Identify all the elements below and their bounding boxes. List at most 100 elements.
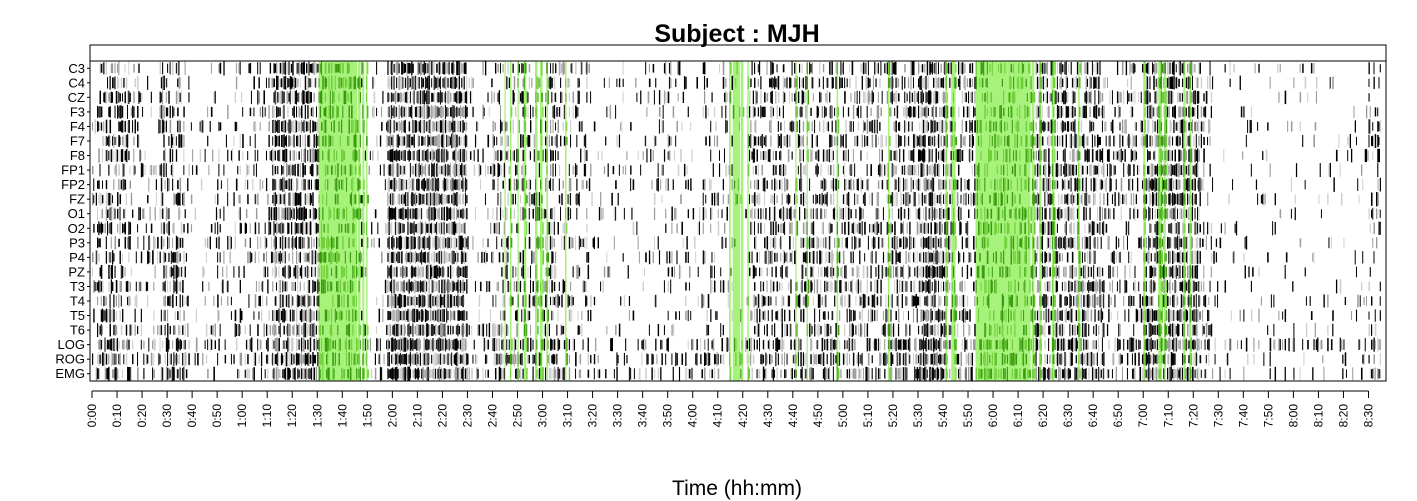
activity-mark [1144, 164, 1146, 176]
activity-mark [1026, 135, 1028, 147]
activity-mark [317, 179, 319, 190]
activity-mark [1172, 91, 1174, 104]
activity-mark [929, 61, 931, 75]
activity-mark [1182, 107, 1184, 117]
activity-mark [464, 134, 467, 148]
activity-mark [451, 62, 453, 74]
activity-mark [269, 222, 272, 235]
activity-mark [1126, 235, 1128, 250]
activity-mark [1180, 208, 1183, 220]
activity-mark [1151, 163, 1154, 177]
activity-mark [671, 206, 673, 221]
activity-mark [1158, 238, 1160, 247]
activity-mark [204, 238, 207, 248]
activity-mark [961, 135, 963, 147]
activity-mark [105, 180, 108, 190]
activity-mark [1141, 180, 1143, 189]
activity-mark [767, 149, 769, 162]
activity-mark [163, 105, 165, 119]
activity-mark [175, 235, 178, 250]
activity-mark [300, 195, 302, 204]
activity-mark [981, 237, 983, 248]
activity-mark [990, 107, 992, 117]
activity-mark [244, 222, 247, 234]
activity-mark [618, 134, 621, 148]
activity-mark [312, 163, 314, 177]
activity-mark [446, 64, 448, 73]
activity-mark [784, 207, 786, 220]
activity-mark [869, 93, 871, 102]
activity-mark [1096, 165, 1099, 175]
activity-mark [1158, 208, 1160, 219]
activity-mark [905, 192, 907, 207]
activity-mark [950, 163, 952, 177]
activity-mark [1066, 121, 1069, 132]
activity-mark [1134, 206, 1136, 221]
activity-mark [423, 136, 425, 146]
activity-mark [1272, 221, 1274, 236]
activity-mark [282, 105, 284, 118]
activity-mark [278, 207, 280, 221]
activity-mark [1085, 236, 1088, 249]
activity-mark [523, 178, 526, 191]
activity-mark [811, 77, 814, 89]
activity-mark [774, 178, 776, 191]
activity-mark [387, 165, 389, 175]
activity-mark [535, 206, 537, 221]
activity-mark [1146, 119, 1149, 134]
activity-mark [1083, 105, 1085, 119]
activity-mark [521, 91, 523, 104]
activity-mark [963, 193, 965, 205]
activity-mark [635, 78, 637, 88]
activity-mark [411, 236, 413, 250]
activity-mark [1010, 209, 1012, 219]
activity-mark [229, 235, 231, 251]
activity-mark [1287, 120, 1289, 133]
activity-mark [402, 179, 404, 191]
activity-mark [1078, 163, 1080, 177]
activity-mark [915, 207, 917, 220]
activity-mark [760, 208, 762, 220]
activity-mark [762, 150, 765, 161]
activity-mark [429, 223, 432, 233]
activity-mark [1046, 61, 1048, 75]
activity-mark [433, 178, 436, 192]
activity-mark [187, 178, 189, 192]
activity-mark [702, 179, 705, 190]
activity-mark [636, 221, 638, 236]
activity-mark [794, 209, 796, 219]
activity-mark [1254, 63, 1256, 74]
activity-mark [299, 207, 301, 221]
activity-mark [313, 61, 315, 75]
activity-mark [1085, 177, 1087, 192]
activity-mark [1173, 61, 1175, 76]
activity-mark [1164, 62, 1167, 74]
activity-mark [1197, 222, 1199, 234]
activity-mark [578, 192, 580, 207]
activity-mark [115, 136, 117, 146]
activity-mark [338, 223, 340, 234]
activity-mark [946, 164, 948, 176]
activity-mark [723, 222, 726, 234]
activity-mark [894, 150, 896, 161]
activity-mark [1161, 63, 1164, 73]
activity-mark [953, 179, 955, 190]
activity-mark [334, 194, 337, 205]
activity-mark [945, 134, 947, 148]
activity-mark [860, 150, 862, 161]
activity-mark [1184, 164, 1186, 176]
activity-mark [543, 208, 545, 219]
activity-mark [1365, 105, 1368, 119]
activity-mark [173, 222, 175, 234]
activity-mark [892, 62, 895, 74]
activity-mark [1085, 105, 1087, 119]
activity-mark [535, 107, 537, 116]
activity-mark [294, 119, 297, 134]
activity-mark [824, 209, 826, 219]
activity-mark [1377, 162, 1379, 178]
activity-mark [167, 107, 169, 117]
activity-mark [775, 238, 777, 248]
activity-mark [1193, 107, 1195, 117]
activity-mark [790, 121, 792, 132]
activity-mark [1135, 135, 1137, 147]
